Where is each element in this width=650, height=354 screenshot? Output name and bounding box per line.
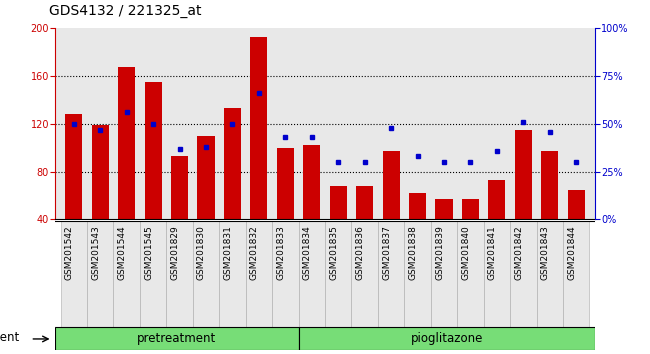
Bar (198, 136, 214, 267)
Bar (219, 221, 246, 327)
Text: GDS4132 / 221325_at: GDS4132 / 221325_at (49, 4, 202, 18)
Bar (404, 221, 431, 327)
Bar (382, 152, 400, 267)
Bar (378, 221, 404, 327)
Bar (118, 67, 135, 267)
Bar (352, 221, 378, 327)
Bar (330, 186, 347, 267)
Text: GSM201840: GSM201840 (462, 225, 471, 280)
Bar (92, 125, 109, 267)
Bar (325, 221, 352, 327)
Bar (224, 108, 241, 267)
Bar (567, 190, 585, 267)
Text: GSM201836: GSM201836 (356, 225, 365, 280)
Text: GSM201833: GSM201833 (276, 225, 285, 280)
Text: GSM201842: GSM201842 (514, 225, 523, 280)
Bar (409, 193, 426, 267)
Text: GSM201544: GSM201544 (118, 225, 127, 280)
Bar (272, 221, 298, 327)
Bar (431, 221, 457, 327)
Text: GSM201838: GSM201838 (409, 225, 417, 280)
Text: pioglitazone: pioglitazone (410, 332, 483, 346)
Text: GSM201835: GSM201835 (329, 225, 338, 280)
Bar (60, 221, 87, 327)
Text: pretreatment: pretreatment (137, 332, 216, 346)
Text: GSM201831: GSM201831 (224, 225, 233, 280)
Bar (166, 221, 193, 327)
Bar (277, 148, 294, 267)
Text: GSM201543: GSM201543 (91, 225, 100, 280)
Bar (303, 145, 320, 267)
Bar (87, 221, 114, 327)
Bar (193, 221, 219, 327)
Text: GSM201844: GSM201844 (567, 225, 577, 280)
Bar (298, 327, 595, 350)
Text: GSM201542: GSM201542 (65, 225, 73, 280)
Text: GSM201830: GSM201830 (197, 225, 206, 280)
Bar (484, 221, 510, 327)
Text: agent: agent (0, 331, 20, 344)
Bar (462, 199, 479, 267)
Text: GSM201834: GSM201834 (303, 225, 312, 280)
Bar (536, 221, 563, 327)
Bar (171, 156, 188, 267)
Bar (144, 82, 162, 267)
Bar (246, 221, 272, 327)
Bar (356, 186, 373, 267)
Text: GSM201545: GSM201545 (144, 225, 153, 280)
Bar (563, 221, 590, 327)
Text: GSM201832: GSM201832 (250, 225, 259, 280)
Bar (488, 180, 506, 267)
Bar (298, 221, 325, 327)
Text: GSM201829: GSM201829 (170, 225, 179, 280)
Bar (65, 114, 83, 267)
Bar (510, 221, 536, 327)
Bar (140, 221, 166, 327)
Text: GSM201839: GSM201839 (435, 225, 444, 280)
Bar (515, 130, 532, 267)
Bar (541, 152, 558, 267)
Bar (114, 221, 140, 327)
Bar (55, 327, 298, 350)
Bar (457, 221, 484, 327)
Bar (250, 37, 268, 267)
Text: GSM201843: GSM201843 (541, 225, 550, 280)
Bar (436, 199, 452, 267)
Text: GSM201841: GSM201841 (488, 225, 497, 280)
Text: GSM201837: GSM201837 (382, 225, 391, 280)
